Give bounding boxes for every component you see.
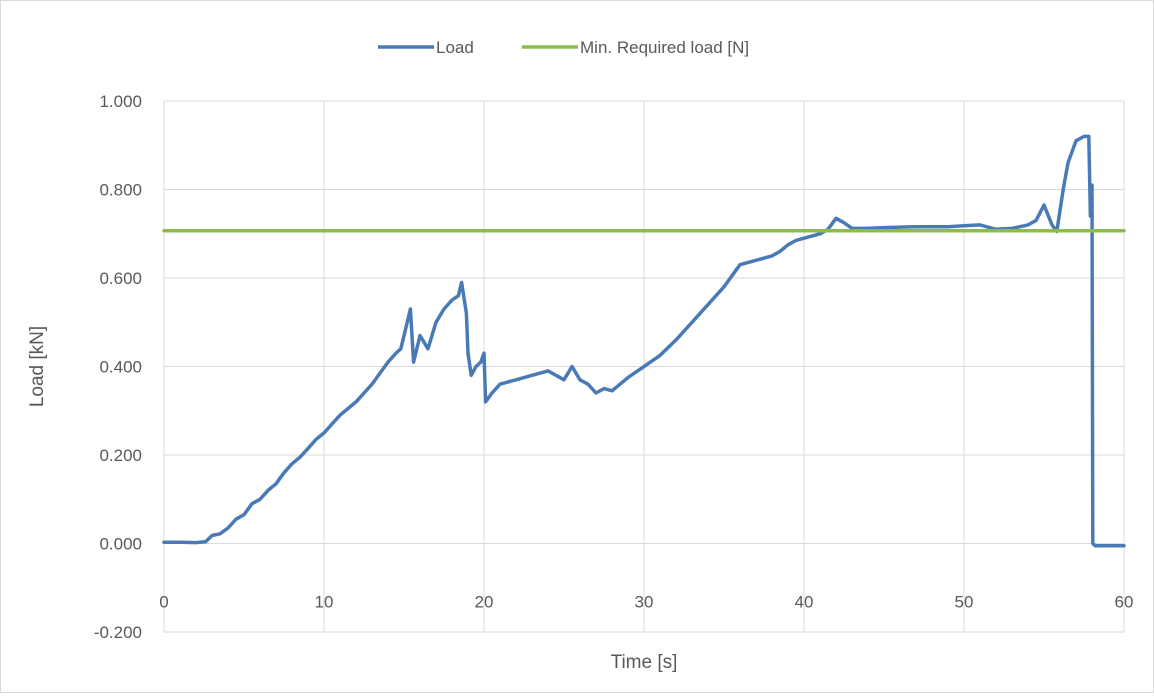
y-tick-label: 1.000 (99, 92, 142, 111)
y-tick-label: 0.200 (99, 446, 142, 465)
x-tick-label: 20 (475, 593, 494, 612)
legend-label: Load (436, 38, 474, 57)
y-tick-label: 0.400 (99, 358, 142, 377)
x-axis-ticks: 0 10 20 30 40 50 60 (159, 593, 1133, 612)
x-tick-label: 0 (159, 593, 168, 612)
y-axis-ticks: -0.200 0.000 0.200 0.400 0.600 0.800 1.000 (94, 92, 142, 642)
y-tick-label: -0.200 (94, 623, 142, 642)
y-tick-label: 0.600 (99, 269, 142, 288)
x-tick-label: 40 (795, 593, 814, 612)
x-tick-label: 60 (1115, 593, 1134, 612)
x-tick-label: 50 (955, 593, 974, 612)
y-tick-label: 0.800 (99, 181, 142, 200)
x-axis-title: Time [s] (611, 652, 678, 673)
x-tick-label: 10 (315, 593, 334, 612)
y-axis-title: Load [kN] (27, 326, 48, 407)
series-lines (162, 134, 1126, 548)
legend: Load Min. Required load [N] (378, 38, 749, 57)
legend-label: Min. Required load [N] (580, 38, 749, 57)
x-tick-label: 30 (635, 593, 654, 612)
y-tick-label: 0.000 (99, 535, 142, 554)
gridlines (163, 100, 1125, 633)
series-line-load (162, 134, 1126, 548)
